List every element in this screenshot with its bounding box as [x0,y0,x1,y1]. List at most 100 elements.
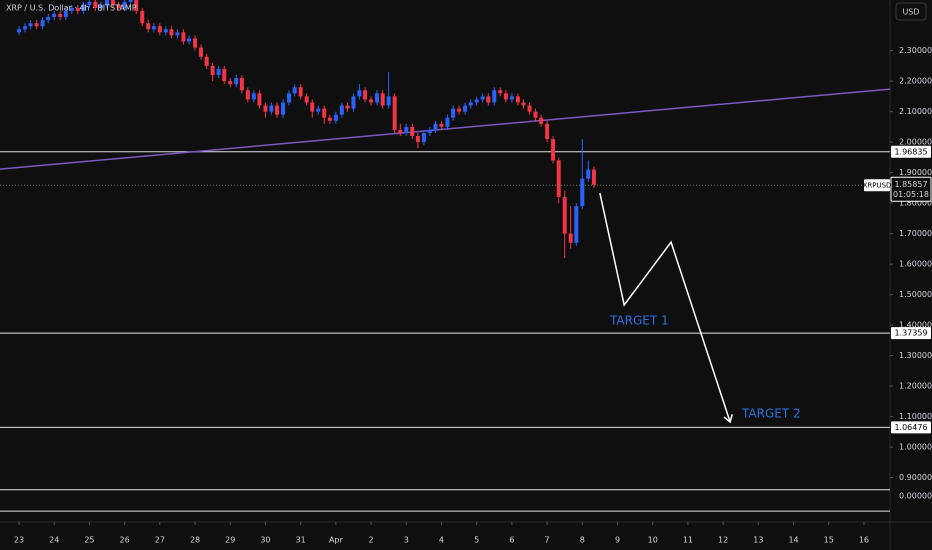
candle-body [433,123,438,130]
candle-body [521,102,526,106]
x-tick-label: 25 [84,536,94,545]
candle-body [17,29,22,33]
x-tick-label: 16 [859,536,869,545]
candle-body [239,78,244,91]
y-tick-label: 2.30000 [899,46,932,55]
y-tick-label: 1.80000 [899,199,932,208]
candle-body [591,169,596,185]
candle-body [551,139,556,161]
y-tick-label: 1.60000 [899,260,932,269]
candle-body [568,233,573,243]
candle-body [169,29,174,36]
candle-body [468,102,473,106]
y-tick-label: 1.20000 [899,382,932,391]
candle-body [105,0,110,5]
candle-body [193,38,198,48]
x-tick-label: 12 [718,536,728,545]
candle-body [128,0,133,2]
candle-body [216,68,221,76]
last-price-box [890,176,932,202]
candle-body [134,0,139,11]
y-tick-label: 2.10000 [899,107,932,116]
candle-body [392,96,397,130]
y-tick-label: 1.10000 [899,412,932,421]
symbol-box [864,179,890,192]
candle-body [111,0,116,5]
candle-body [580,178,585,207]
candle-body [345,105,350,109]
candle-body [228,81,233,85]
currency[interactable]: USD [902,8,919,17]
x-tick-label: 23 [14,536,24,545]
x-tick-label: 15 [824,536,834,545]
projection-path [599,192,731,423]
candle-body [222,68,227,82]
x-tick-label: Apr [329,536,344,545]
x-tick-label: 11 [683,536,693,545]
candle-body [415,136,420,143]
y-tick-label: 1.70000 [899,229,932,238]
x-tick-label: 2 [369,536,374,545]
x-tick-label: 6 [509,536,514,545]
chart-title: XRP / U.S. Dollar · 4h · BITSTAMP [6,4,137,13]
candle-body [515,96,520,103]
y-tick-label: 0.90000 [899,473,932,482]
candle-body [204,56,209,66]
candle-body [457,108,462,112]
candle-body [234,78,239,85]
x-tick-label: 5 [474,536,479,545]
countdown: 01:05:18 [893,190,929,199]
candle-body [210,65,215,76]
candle-body [140,10,145,24]
y-tick-label: 1.00000 [899,443,932,452]
candle-body [574,206,579,243]
candle-body [163,29,168,33]
y-tick-label: 1.50000 [899,290,932,299]
candle-body [533,111,538,118]
x-tick-label: 7 [545,536,550,545]
candle-body [486,96,491,103]
last-price: 1.85857 [894,180,927,189]
candle-body [251,93,256,100]
candle-body [58,14,63,18]
candle-body [34,23,39,27]
candle-body [586,169,591,179]
overlay: XRP / U.S. Dollar · 4h · BITSTAMP USD 0.… [6,2,932,501]
candle-body [386,96,391,106]
candle-body [287,93,292,103]
candle-body [257,93,262,106]
candle-body [351,96,356,109]
y-tick-label: 2.20000 [899,77,932,86]
candle-body [474,99,479,103]
candle-body [556,160,561,198]
annotation: TARGET 1 [609,314,669,328]
candle-body [292,87,297,94]
candle-body [539,117,544,124]
level-label: 1.06476 [894,423,927,432]
candle-body [40,20,45,27]
x-tick-label: 3 [404,536,409,545]
candle-body [28,23,33,27]
y-tick-label: 2.00000 [899,138,932,147]
level-label-box [891,145,931,158]
y-tick-label: 1.90000 [899,168,932,177]
candle-body [445,117,450,127]
candle-body [404,126,409,133]
candle-body [63,10,68,18]
trendline [0,88,891,170]
candle-body [122,1,127,8]
candle-body [269,105,274,112]
x-tick-label: 9 [615,536,620,545]
currency-button[interactable] [895,2,927,21]
level-label-box [891,421,931,434]
candle-body [304,96,309,103]
candle-body [275,105,280,115]
candle-body [357,90,362,97]
y-tick-label: 1.40000 [899,321,932,330]
candle-body [410,126,415,137]
candle-body [187,38,192,42]
x-tick-label: 28 [190,536,200,545]
x-tick-label: 31 [296,536,306,545]
